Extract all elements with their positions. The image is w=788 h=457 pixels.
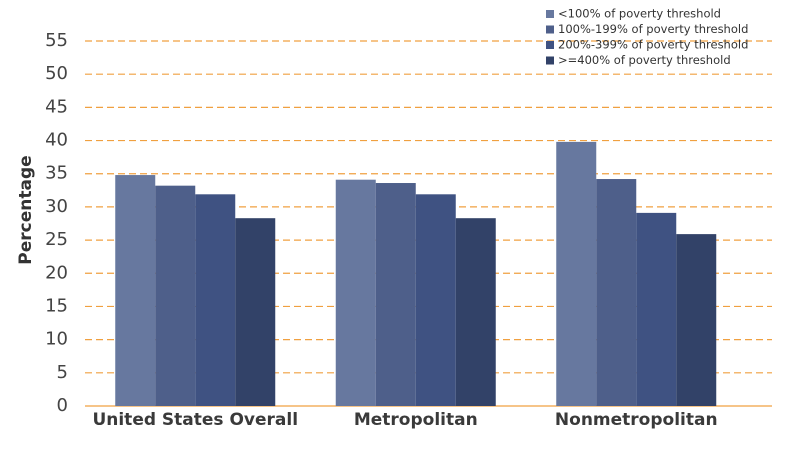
legend-label: >=400% of poverty threshold — [558, 53, 731, 67]
bar — [235, 218, 276, 406]
bar — [676, 234, 717, 406]
y-tick-label: 40 — [45, 130, 68, 151]
legend-label: <100% of poverty threshold — [558, 7, 721, 21]
y-tick-label: 50 — [45, 63, 68, 84]
bar — [415, 194, 456, 406]
legend-swatch — [546, 56, 554, 65]
legend-swatch — [546, 41, 554, 49]
y-tick-label: 25 — [45, 229, 68, 250]
bar — [155, 185, 196, 406]
legend-label: 200%-399% of poverty threshold — [558, 38, 748, 52]
bar — [115, 175, 156, 406]
x-tick-label: Metropolitan — [354, 410, 478, 430]
y-tick-label: 35 — [45, 163, 68, 184]
bar — [335, 179, 376, 406]
y-tick-label: 45 — [45, 96, 68, 117]
legend-label: 100%-199% of poverty threshold — [558, 22, 748, 36]
bar — [455, 218, 496, 406]
y-tick-label: 20 — [45, 262, 68, 283]
legend-swatch — [546, 10, 554, 18]
y-tick-label: 55 — [45, 30, 68, 51]
legend-swatch — [546, 25, 554, 34]
y-tick-label: 15 — [45, 295, 68, 316]
x-tick-label: United States Overall — [92, 410, 298, 430]
bar — [375, 183, 416, 406]
bar — [596, 179, 637, 406]
y-axis-label: Percentage — [16, 155, 36, 264]
y-tick-label: 5 — [57, 362, 68, 383]
bar — [636, 212, 677, 406]
bar — [556, 141, 597, 406]
y-tick-label: 0 — [57, 395, 68, 416]
bar — [195, 194, 236, 406]
y-tick-label: 30 — [45, 196, 68, 217]
x-tick-label: Nonmetropolitan — [555, 410, 718, 430]
y-tick-label: 10 — [45, 329, 68, 350]
